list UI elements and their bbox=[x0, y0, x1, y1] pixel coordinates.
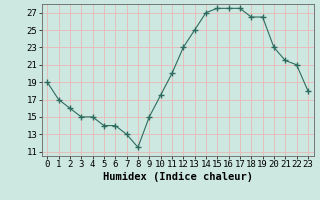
X-axis label: Humidex (Indice chaleur): Humidex (Indice chaleur) bbox=[103, 172, 252, 182]
